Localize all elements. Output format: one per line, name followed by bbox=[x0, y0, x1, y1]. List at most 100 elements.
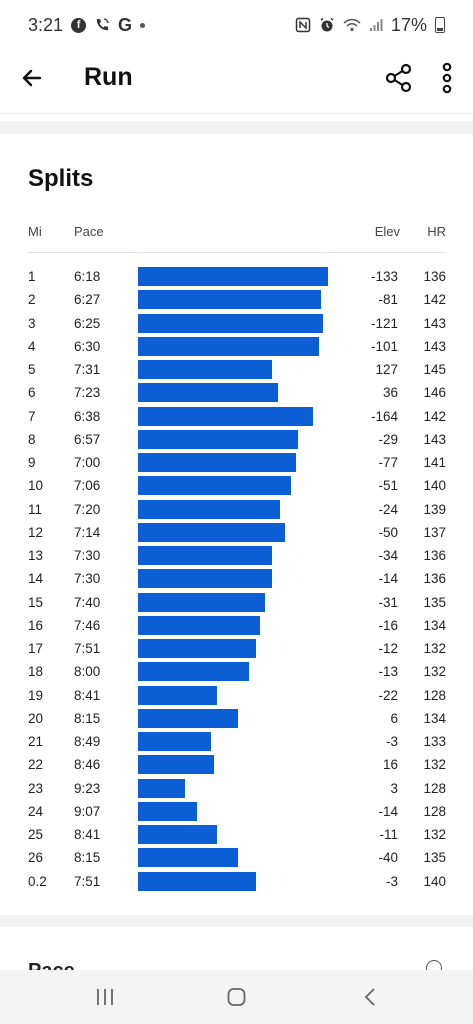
split-elevation: -40 bbox=[378, 850, 398, 866]
split-pace: 7:20 bbox=[74, 501, 101, 517]
split-heart-rate: 139 bbox=[423, 501, 446, 517]
split-row: 4 6:30 -101 143 bbox=[0, 335, 473, 358]
status-bar: 3:21 f G 17% bbox=[0, 0, 473, 50]
split-pace-bar bbox=[138, 476, 291, 496]
share-button[interactable] bbox=[383, 62, 415, 94]
split-pace: 6:18 bbox=[74, 269, 101, 284]
split-mile: 10 bbox=[28, 478, 44, 494]
split-heart-rate: 145 bbox=[423, 362, 446, 377]
split-pace: 7:00 bbox=[74, 455, 101, 470]
split-row: 2 6:27 -81 142 bbox=[0, 288, 473, 311]
split-row: 25 8:41 -11 132 bbox=[0, 823, 473, 846]
split-pace-bar bbox=[138, 662, 249, 682]
split-elevation: -164 bbox=[370, 408, 398, 424]
split-mile: 6 bbox=[28, 385, 36, 401]
split-elevation: -50 bbox=[378, 524, 398, 540]
split-heart-rate: 137 bbox=[423, 524, 446, 540]
split-elevation: 127 bbox=[375, 362, 398, 377]
split-elevation: -34 bbox=[378, 548, 398, 563]
split-row: 13 7:30 -34 136 bbox=[0, 544, 473, 567]
dot-icon bbox=[140, 22, 146, 28]
split-pace-bar bbox=[138, 267, 328, 286]
split-pace: 6:57 bbox=[74, 431, 101, 447]
split-pace-bar bbox=[138, 313, 323, 333]
split-pace-bar bbox=[138, 871, 256, 891]
split-row: 3 6:25 -121 143 bbox=[0, 312, 473, 335]
split-mile: 13 bbox=[28, 548, 44, 563]
recents-button[interactable] bbox=[92, 984, 118, 1010]
split-pace-bar bbox=[138, 848, 238, 868]
split-heart-rate: 140 bbox=[423, 478, 446, 494]
split-row: 9 7:00 -77 141 bbox=[0, 451, 473, 474]
status-time: 3:21 bbox=[28, 14, 64, 35]
split-elevation: -12 bbox=[378, 641, 398, 656]
more-options-button[interactable] bbox=[436, 62, 458, 94]
split-row: 14 7:30 -14 136 bbox=[0, 567, 473, 590]
split-row: 26 8:15 -40 135 bbox=[0, 846, 473, 869]
split-pace: 7:14 bbox=[74, 524, 101, 540]
split-heart-rate: 143 bbox=[423, 338, 446, 354]
split-row: 23 9:23 3 128 bbox=[0, 777, 473, 800]
split-elevation: -14 bbox=[378, 571, 398, 587]
header-elev: Elev bbox=[374, 224, 400, 239]
nfc-icon bbox=[295, 17, 311, 33]
info-icon[interactable] bbox=[426, 960, 444, 970]
split-pace-bar bbox=[138, 360, 272, 379]
split-pace: 7:23 bbox=[74, 385, 101, 401]
arrow-left-icon bbox=[22, 69, 42, 87]
split-mile: 25 bbox=[28, 827, 44, 842]
split-elevation: -24 bbox=[378, 501, 398, 517]
split-pace: 7:51 bbox=[74, 873, 101, 889]
split-heart-rate: 136 bbox=[423, 571, 446, 587]
split-elevation: -29 bbox=[378, 431, 398, 447]
split-pace-bar bbox=[138, 569, 272, 589]
split-mile: 11 bbox=[28, 501, 43, 517]
split-pace-bar bbox=[138, 615, 260, 635]
back-chevron-icon bbox=[364, 988, 375, 1006]
split-elevation: 3 bbox=[390, 780, 398, 796]
more-vertical-icon bbox=[442, 62, 452, 94]
split-heart-rate: 135 bbox=[423, 594, 446, 610]
split-elevation: 16 bbox=[382, 757, 398, 773]
split-pace-bar bbox=[138, 708, 238, 728]
split-heart-rate: 143 bbox=[423, 431, 446, 447]
split-mile: 20 bbox=[28, 710, 44, 726]
split-pace: 7:31 bbox=[74, 362, 101, 377]
system-back-button[interactable] bbox=[358, 984, 384, 1010]
split-pace: 8:41 bbox=[74, 827, 101, 842]
wifi-calling-icon bbox=[94, 17, 110, 33]
split-elevation: -51 bbox=[378, 478, 398, 494]
split-mile: 21 bbox=[28, 734, 44, 749]
split-pace-bar bbox=[138, 639, 256, 658]
split-elevation: -13 bbox=[378, 664, 398, 680]
split-pace: 9:07 bbox=[74, 803, 101, 819]
header-mi: Mi bbox=[28, 224, 42, 239]
split-pace: 8:15 bbox=[74, 850, 101, 866]
split-mile: 14 bbox=[28, 571, 44, 587]
back-button[interactable] bbox=[18, 62, 50, 94]
split-heart-rate: 143 bbox=[423, 315, 446, 331]
split-pace-bar bbox=[138, 801, 197, 821]
split-elevation: -11 bbox=[379, 827, 398, 842]
split-heart-rate: 132 bbox=[423, 641, 446, 656]
split-mile: 19 bbox=[28, 687, 44, 703]
split-elevation: -14 bbox=[378, 803, 398, 819]
split-heart-rate: 142 bbox=[423, 408, 446, 424]
split-heart-rate: 142 bbox=[423, 292, 446, 308]
split-pace-bar bbox=[138, 499, 280, 519]
split-row: 19 8:41 -22 128 bbox=[0, 684, 473, 707]
split-pace: 6:30 bbox=[74, 338, 101, 354]
split-elevation: -3 bbox=[385, 873, 398, 889]
home-button[interactable] bbox=[224, 984, 250, 1010]
split-pace: 7:51 bbox=[74, 641, 101, 656]
split-pace-bar bbox=[138, 429, 298, 449]
recents-icon bbox=[97, 989, 113, 1005]
split-mile: 9 bbox=[28, 455, 36, 470]
battery-percent: 17% bbox=[390, 14, 427, 35]
split-mile: 3 bbox=[28, 315, 36, 331]
split-mile: 8 bbox=[28, 431, 36, 447]
split-heart-rate: 128 bbox=[423, 687, 446, 703]
split-mile: 24 bbox=[28, 803, 44, 819]
split-row: 15 7:40 -31 135 bbox=[0, 591, 473, 614]
section-spacer-bottom bbox=[0, 915, 473, 927]
